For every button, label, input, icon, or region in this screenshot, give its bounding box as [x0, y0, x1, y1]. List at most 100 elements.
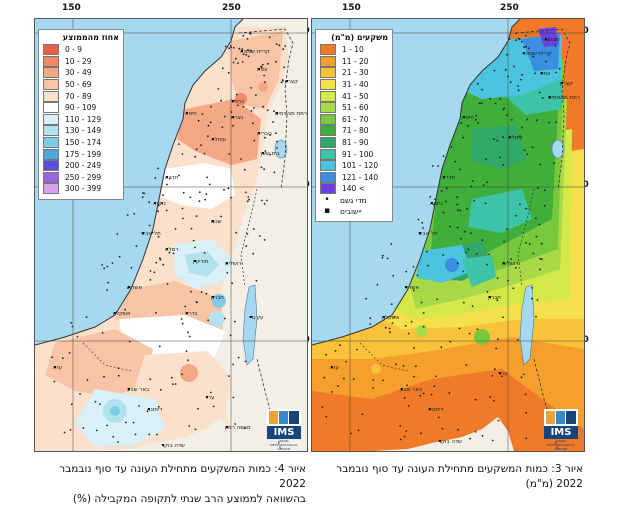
rain-gauge-dot — [229, 334, 232, 337]
rain-gauge-dot — [502, 316, 504, 319]
settlement-marker — [549, 96, 551, 98]
rain-gauge-dot — [71, 325, 74, 328]
rain-gauge-dot — [263, 203, 266, 205]
rain-gauge-dot — [101, 331, 104, 334]
rain-gauge-dot — [459, 209, 462, 212]
rain-gauge-dot — [184, 305, 187, 308]
rain-gauge-dot — [243, 168, 246, 171]
settlement-label: נתניה — [430, 201, 443, 207]
rain-gauge-dot — [200, 144, 202, 147]
rain-gauge-dot — [429, 195, 432, 198]
rain-gauge-dot — [252, 122, 254, 125]
rain-gauge-dot — [481, 88, 483, 91]
settlement-label: חדרה — [165, 175, 179, 181]
rain-gauge-dot — [422, 325, 425, 328]
tick-top-250-right: 250 — [500, 3, 519, 13]
rain-gauge-dot — [436, 298, 439, 301]
rain-gauge-dot — [195, 301, 198, 303]
ims-logo: IMS ISRAEL METEOROLOGICAL SERVICE — [544, 409, 578, 451]
legend-swatch — [43, 113, 59, 125]
rain-gauge-dot — [68, 352, 71, 354]
rain-gauge-dot — [456, 196, 459, 199]
rain-gauge-dot — [232, 363, 235, 366]
legend-label: 200 - 249 — [65, 161, 102, 171]
rain-gauge-dot — [156, 433, 158, 436]
rain-gauge-dot — [221, 67, 224, 70]
settlement-marker — [439, 440, 441, 442]
rain-gauge-dot — [188, 335, 191, 338]
rain-gauge-dot — [247, 196, 250, 198]
rain-gauge-dot — [223, 188, 225, 191]
rain-gauge-dot — [53, 380, 56, 383]
settlement-label: צפת — [257, 67, 267, 73]
rain-gauge-dot — [155, 261, 158, 264]
rain-gauge-dot — [252, 228, 255, 230]
rain-gauge-dot — [502, 136, 504, 138]
settlement-label: נתניה — [153, 201, 166, 207]
rain-gauge-dot — [334, 350, 337, 352]
rain-gauge-dot — [117, 367, 120, 370]
legend-row-rain-gauge: • מדי גשם — [320, 195, 388, 206]
rain-gauge-dot — [369, 317, 372, 320]
rain-gauge-dot — [192, 239, 195, 242]
rain-gauge-dot — [244, 191, 247, 194]
rain-gauge-dot — [420, 301, 423, 304]
rain-gauge-dot — [538, 223, 541, 226]
legend-label: 81 - 90 — [342, 138, 369, 148]
rain-gauge-dot — [407, 404, 410, 407]
rain-gauge-dot — [217, 88, 220, 90]
settlement-label: ערד — [205, 395, 215, 401]
rain-gauge-dot — [386, 257, 389, 260]
settlement-label: דימונה — [147, 407, 162, 413]
rain-gauge-dot — [106, 265, 109, 268]
rain-gauge-dot — [474, 398, 477, 401]
legend-label: 121 - 140 — [342, 172, 379, 182]
rain-gauge-dot — [247, 49, 249, 51]
rain-gauge-dot — [475, 118, 477, 121]
rain-gauge-dot — [381, 254, 384, 257]
rain-gauge-dot — [494, 102, 497, 105]
settlement-marker — [561, 82, 563, 84]
rain-gauge-dot — [475, 253, 478, 255]
settlement-marker — [114, 312, 116, 314]
rain-gauge-dot — [155, 311, 157, 314]
settlement-marker — [258, 68, 260, 70]
settlement-marker — [523, 52, 525, 54]
percent-legend: אחוז מהממוצע 0 - 9 10 - 29 30 - 49 50 - 69 7… — [38, 29, 124, 200]
legend-label: 61 - 70 — [342, 114, 369, 124]
rain-gauge-dot — [261, 199, 263, 202]
rain-gauge-dot — [263, 239, 266, 241]
legend-label: 21 - 30 — [342, 68, 369, 78]
settlement-marker — [503, 262, 505, 264]
rain-gauge-dot — [146, 410, 149, 413]
rain-gauge-dot — [419, 394, 422, 397]
rain-gauge-dot — [172, 252, 175, 255]
rain-gauge-dot — [232, 46, 235, 49]
rain-gauge-dot — [278, 44, 281, 47]
rain-gauge-dot — [153, 271, 156, 274]
rain-gauge-dot — [517, 89, 520, 92]
rain-gauge-dot — [325, 415, 328, 418]
rain-gauge-dot — [204, 198, 207, 201]
rain-gauge-dot — [495, 347, 497, 350]
rain-gauge-dot — [506, 228, 508, 230]
rain-gauge-dot — [499, 156, 502, 159]
settlement-marker — [128, 388, 130, 390]
caption-line-2: בהשוואה לממוצע הרב שנתי לתקופה המקבילה (… — [72, 493, 306, 505]
settlement-marker — [419, 232, 421, 234]
rain-gauge-dot — [531, 146, 534, 149]
rain-gauge-dot — [522, 373, 525, 376]
rain-gauge-dot — [524, 393, 527, 396]
rain-gauge-dot — [404, 324, 407, 327]
rain-gauge-dot — [224, 45, 227, 48]
rain-gauge-dot — [272, 121, 274, 123]
rain-gauge-dot — [172, 383, 174, 385]
rain-gauge-dot — [496, 277, 499, 280]
rain-gauge-dot — [260, 65, 262, 68]
rain-gauge-dot — [469, 437, 471, 440]
rain-gauge-dot — [275, 43, 278, 45]
rain-gauge-dot — [384, 326, 387, 329]
rain-gauge-dot — [519, 135, 521, 137]
legend-label: 70 - 89 — [65, 91, 92, 101]
legend-row: 91 - 100 — [320, 148, 388, 160]
